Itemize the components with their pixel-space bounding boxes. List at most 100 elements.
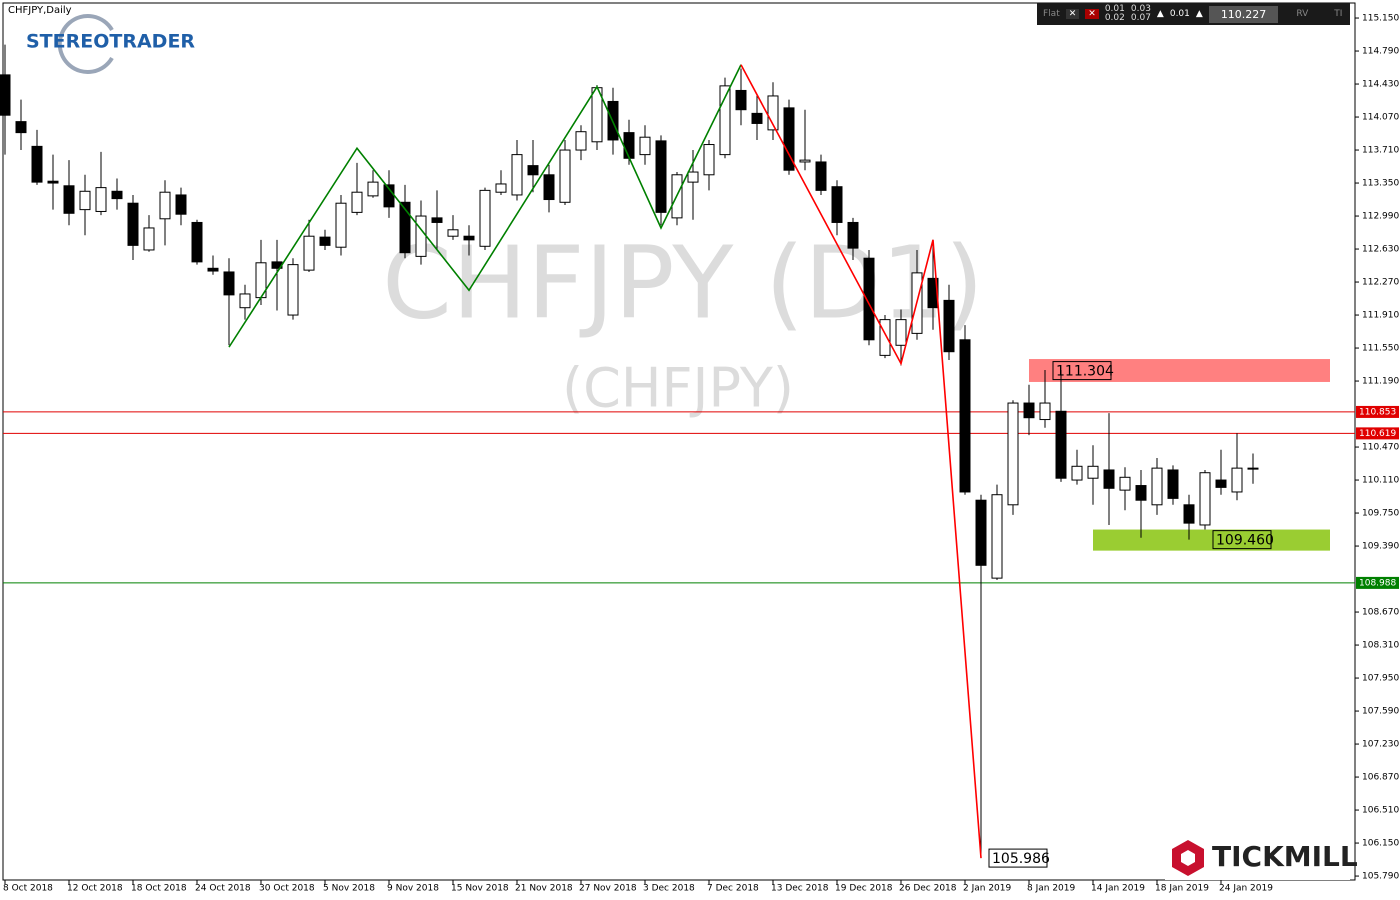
candle-body — [639, 136, 651, 156]
candle-body — [303, 235, 315, 271]
candle-body — [159, 191, 171, 220]
x-tick-label: 18 Oct 2018 — [131, 884, 187, 894]
candle-body — [287, 264, 299, 316]
candle-body — [31, 145, 43, 183]
candle-body — [1183, 504, 1195, 524]
ti-button[interactable]: TI — [1334, 9, 1343, 19]
tickmill-logo: TICKMILL — [1165, 833, 1358, 880]
candle-body — [927, 277, 939, 309]
candle-body — [879, 319, 891, 356]
zone — [1093, 529, 1330, 551]
x-tick-label: 5 Nov 2018 — [323, 884, 375, 894]
candle-body — [815, 161, 827, 191]
candle-body — [511, 154, 523, 196]
candle-body — [687, 171, 699, 183]
annotation-label: 111.304 — [1056, 364, 1114, 380]
candle-body — [1167, 469, 1179, 499]
candle-body — [1199, 472, 1211, 526]
level-tag — [1356, 405, 1399, 418]
y-tick-label: 112.990 — [1362, 212, 1399, 222]
candle-body — [1071, 465, 1083, 481]
candle-body — [63, 185, 75, 214]
chart-title: CHFJPY,Daily — [8, 5, 72, 16]
plot: 111.304 109.460 105.986 — [0, 44, 1355, 868]
x-tick-label: 8 Jan 2019 — [1027, 884, 1075, 894]
candle-body — [735, 89, 747, 111]
x-tick-label: 12 Oct 2018 — [67, 884, 123, 894]
close-x[interactable]: ✕ — [1065, 9, 1080, 19]
toolbar: Flat ✕ ✕ 0.01 0.02 0.03 0.07 ▲ 0.01 ▲ 110.… — [1037, 3, 1350, 25]
candle-body — [239, 293, 251, 309]
candle-body — [719, 85, 731, 156]
y-tick-label: 113.710 — [1362, 146, 1399, 156]
candle-body — [1103, 469, 1115, 489]
candle-body — [847, 221, 859, 249]
logo-text: STEREOTRADER — [26, 31, 195, 53]
y-tick-label: 107.230 — [1362, 740, 1399, 750]
annotation-label: 109.460 — [1216, 533, 1274, 549]
candle-body — [431, 217, 443, 223]
candle-body — [751, 112, 763, 124]
y-tick-label: 109.750 — [1362, 509, 1399, 519]
candle-body — [1087, 465, 1099, 479]
y-tick-label: 108.310 — [1362, 641, 1399, 651]
candle-body — [319, 236, 331, 246]
y-tick-label: 105.790 — [1362, 872, 1399, 882]
y-tick-label: 114.070 — [1362, 113, 1399, 123]
annotation-box — [1052, 361, 1112, 381]
price: 110.227 — [1208, 5, 1279, 23]
candle-body — [943, 299, 955, 353]
candle-body — [15, 121, 27, 134]
candle-body — [143, 227, 155, 251]
rv-button[interactable]: RV — [1296, 9, 1309, 19]
candle-body — [1039, 402, 1051, 421]
x-tick-label: 14 Jan 2019 — [1091, 884, 1145, 894]
watermark-sub: (CHFJPY) — [562, 357, 794, 420]
x-tick-label: 18 Jan 2019 — [1155, 884, 1209, 894]
level-label: 108.988 — [1359, 578, 1396, 588]
candle-body — [703, 144, 715, 176]
x-tick-label: 26 Dec 2018 — [899, 884, 957, 894]
x-tick-label: 24 Jan 2019 — [1219, 884, 1273, 894]
y-tick-label: 111.550 — [1362, 344, 1399, 354]
lot: 0.01 — [1104, 4, 1125, 14]
x-tick-label: 13 Dec 2018 — [771, 884, 829, 894]
x-tick-label: 3 Dec 2018 — [643, 884, 695, 894]
candle-body — [95, 187, 107, 212]
level-tag — [1356, 576, 1399, 589]
stereo-logo: STEREOTRADER — [26, 14, 195, 74]
candle-body — [1151, 467, 1163, 506]
zigzag-line — [228, 64, 742, 348]
y-tick-label: 106.510 — [1362, 806, 1399, 816]
close-x[interactable]: ✕ — [1085, 9, 1099, 19]
y-tick-label: 112.270 — [1362, 278, 1399, 288]
candle-body — [0, 74, 11, 116]
candle-body — [527, 165, 539, 176]
watermark: CHFJPY (D1) — [382, 224, 984, 341]
y-tick-label: 107.590 — [1362, 707, 1399, 717]
x-tick-label: 21 Nov 2018 — [515, 884, 573, 894]
candle-body — [1055, 410, 1067, 479]
candle-body — [47, 180, 59, 184]
lot-input[interactable]: 0.01 — [1169, 9, 1190, 19]
annotation-box — [1212, 530, 1272, 550]
candle-body — [559, 149, 571, 203]
candle-body — [447, 229, 459, 237]
arrow[interactable]: ▲ — [1195, 9, 1203, 19]
y-tick-label: 108.670 — [1362, 608, 1399, 618]
lots: 0.01 0.02 — [1105, 5, 1125, 23]
x-tick-label: 24 Oct 2018 — [195, 884, 251, 894]
x-tick-label: 2 Jan 2019 — [963, 884, 1011, 894]
candle-body — [575, 131, 587, 151]
arrow[interactable]: ▲ — [1156, 9, 1164, 19]
mode[interactable]: Flat — [1043, 9, 1060, 19]
x-tick-label: 19 Dec 2018 — [835, 884, 893, 894]
candle-body — [463, 235, 475, 241]
y-tick-label: 109.390 — [1362, 542, 1399, 552]
x-tick-label: 30 Oct 2018 — [259, 884, 315, 894]
y-tick-label: 114.790 — [1362, 47, 1399, 57]
logo-icon-inner — [1181, 850, 1195, 866]
candle-body — [1119, 476, 1131, 491]
candle-body — [767, 95, 779, 131]
